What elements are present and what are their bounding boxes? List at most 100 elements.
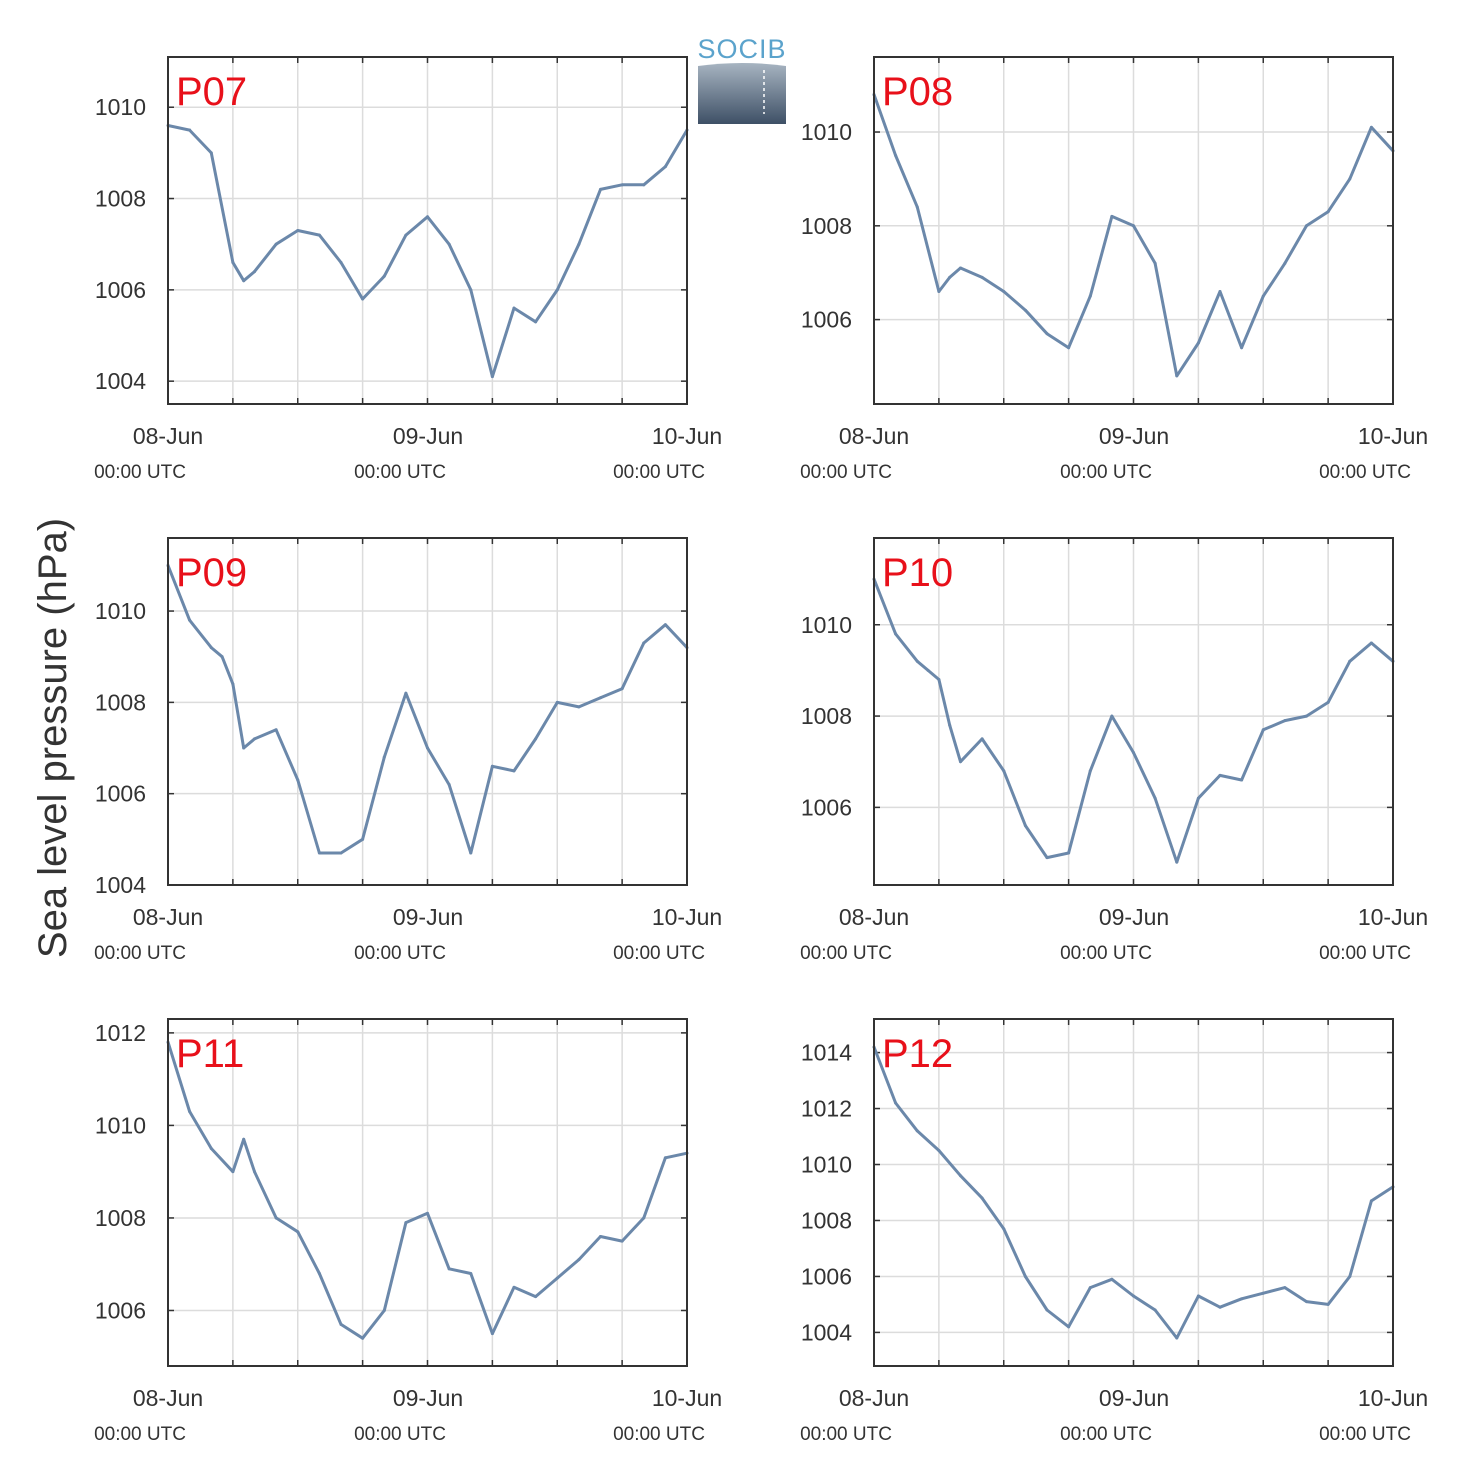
x-tick-label: 08-Jun [133, 904, 203, 930]
data-point [599, 696, 602, 700]
y-tick-label: 1004 [95, 368, 146, 394]
data-point [1305, 714, 1308, 718]
data-point [599, 1234, 602, 1238]
data-point [1175, 860, 1179, 864]
x-tick-label: 09-Jun [1099, 1385, 1169, 1411]
x-tick-sublabel: 00:00 UTC [1060, 943, 1152, 964]
data-point [1196, 341, 1200, 345]
data-point [534, 320, 538, 324]
data-point [242, 1137, 246, 1141]
data-point [1067, 1325, 1071, 1329]
data-point [1088, 1286, 1092, 1290]
data-point [663, 165, 667, 169]
x-tick-label: 10-Jun [652, 1385, 722, 1411]
data-point [534, 1295, 538, 1299]
y-tick-label: 1010 [801, 119, 852, 145]
data-point [469, 1271, 473, 1275]
x-tick-label: 10-Jun [652, 904, 722, 930]
data-point [937, 289, 941, 293]
data-point [209, 646, 213, 650]
data-point [253, 1170, 256, 1174]
data-point [361, 297, 365, 301]
panel-p12: 1004 1006 1008 1010 1012 1014 08-Jun 00:00 UTC 0… [800, 1018, 1428, 1445]
y-tick-label: 1006 [801, 1263, 852, 1289]
data-point [382, 755, 386, 759]
data-point [231, 682, 235, 686]
data-point [1045, 856, 1049, 860]
data-point [1067, 346, 1071, 350]
data-point [404, 691, 408, 695]
data-point [1153, 1308, 1157, 1312]
data-point [642, 641, 646, 645]
panel-label: P10 [882, 551, 953, 595]
data-point [317, 233, 321, 237]
data-point [1369, 1199, 1373, 1203]
y-tick-label: 1010 [95, 1112, 146, 1138]
y-tick-label: 1006 [95, 277, 146, 303]
data-point [1261, 294, 1265, 298]
data-point [1369, 641, 1373, 645]
data-point [188, 1110, 192, 1114]
panel-label: P11 [176, 1032, 244, 1076]
x-tick-sublabel: 00:00 UTC [613, 943, 705, 964]
data-point [959, 1174, 962, 1178]
data-point [1348, 659, 1352, 663]
data-point [620, 687, 624, 691]
data-point [1326, 1302, 1330, 1306]
data-point [512, 769, 516, 773]
data-point [361, 837, 365, 841]
x-tick-label: 10-Jun [1358, 423, 1428, 449]
y-tick-label: 1004 [95, 872, 146, 898]
data-point [1002, 769, 1006, 773]
logo-text: SOCIB [697, 34, 786, 64]
data-point [1305, 1300, 1308, 1304]
plot-frame [167, 56, 688, 405]
data-point [555, 700, 559, 704]
x-tick-sublabel: 00:00 UTC [613, 1424, 705, 1445]
panel-p07: 1004 1006 1008 1010 08-Jun 00:00 UTC 09-Jun 00:… [94, 56, 722, 483]
data-point [490, 375, 494, 379]
x-tick-label: 09-Jun [1099, 904, 1169, 930]
data-point [296, 1230, 300, 1234]
data-point [959, 760, 962, 764]
data-point [339, 851, 343, 855]
data-point [1283, 261, 1287, 265]
data-point [1153, 261, 1157, 265]
x-tick-sublabel: 00:00 UTC [1319, 1424, 1411, 1445]
data-point [1218, 773, 1222, 777]
data-point [577, 1258, 581, 1262]
x-tick-sublabel: 00:00 UTC [613, 462, 705, 483]
x-tick-label: 08-Jun [839, 904, 909, 930]
data-point [1240, 778, 1244, 782]
y-tick-label: 1012 [95, 1020, 146, 1046]
panel-label: P12 [882, 1032, 953, 1076]
y-tick-label: 1008 [801, 1207, 852, 1233]
y-tick-label: 1008 [95, 1205, 146, 1231]
data-point [1002, 1227, 1006, 1231]
data-point [1132, 224, 1135, 228]
data-point [274, 728, 278, 732]
y-tick-label: 1010 [95, 598, 146, 624]
data-point [577, 705, 581, 709]
series-line [167, 124, 689, 379]
data-point [447, 783, 451, 787]
data-point [894, 632, 898, 636]
data-point [926, 668, 930, 672]
data-point [490, 1332, 494, 1336]
data-point [1196, 1294, 1200, 1298]
data-point [1067, 851, 1071, 855]
panel-p09: 1004 1006 1008 1010 08-Jun 00:00 UTC 09-Jun 00:… [94, 537, 722, 964]
data-point [534, 737, 538, 741]
panel-p10: 1006 1008 1010 08-Jun 00:00 UTC 09-Jun 00:00 U… [800, 537, 1428, 964]
data-point [1348, 177, 1352, 181]
data-point [1218, 1305, 1222, 1309]
data-point [361, 1336, 365, 1340]
y-tick-label: 1006 [801, 794, 852, 820]
data-point [469, 288, 473, 292]
data-point [1023, 308, 1027, 312]
data-point [642, 1216, 646, 1220]
series-line [166, 1041, 688, 1340]
x-tick-sublabel: 00:00 UTC [1319, 943, 1411, 964]
data-point [426, 215, 429, 219]
